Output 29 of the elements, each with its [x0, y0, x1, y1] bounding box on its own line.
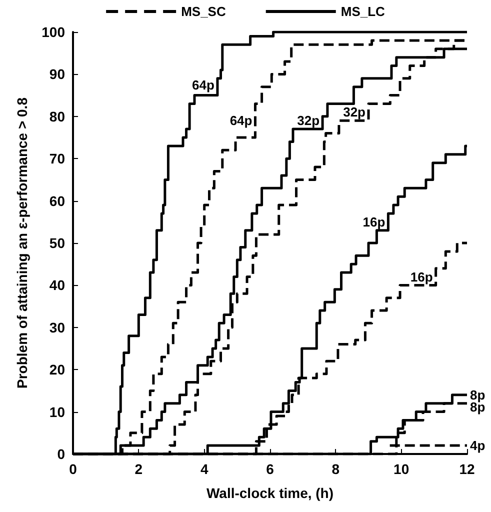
- annotation: 64p: [230, 113, 252, 128]
- legend-label: MS_SC: [181, 4, 226, 19]
- annotation: 64p: [192, 77, 215, 92]
- x-tick-label: 12: [459, 461, 475, 477]
- y-tick-label: 100: [42, 24, 66, 40]
- annotation: 32p: [343, 104, 366, 120]
- annotation: 4p: [470, 438, 486, 454]
- x-tick-label: 2: [134, 461, 143, 477]
- x-tick-label: 6: [266, 461, 274, 477]
- x-tick-label: 8: [332, 461, 340, 477]
- y-tick-label: 50: [49, 235, 66, 251]
- y-tick-label: 10: [49, 404, 66, 420]
- y-tick-label: 70: [49, 150, 66, 167]
- y-tick-label: 20: [49, 362, 66, 378]
- x-tick-label: 10: [394, 461, 410, 477]
- y-axis-title: Problem of attaining an ε-performance > 0.8: [14, 97, 30, 388]
- annotation: 32p: [297, 113, 320, 128]
- x-tick-label: 0: [69, 461, 78, 477]
- y-tick-label: 40: [49, 277, 66, 294]
- y-tick-label: 0: [57, 446, 66, 462]
- y-tick-label: 90: [49, 66, 66, 82]
- series-label: MS_LC: [340, 4, 386, 19]
- y-tick-label: 60: [49, 192, 66, 209]
- y-tick-label: 80: [49, 108, 66, 124]
- y-tick-label: 30: [49, 319, 66, 336]
- annotation: 16p: [362, 214, 386, 230]
- x-tick-label: 4: [200, 461, 208, 477]
- annotation: 16p: [410, 269, 433, 284]
- x-axis-title: Wall-clock time, (h): [206, 485, 334, 501]
